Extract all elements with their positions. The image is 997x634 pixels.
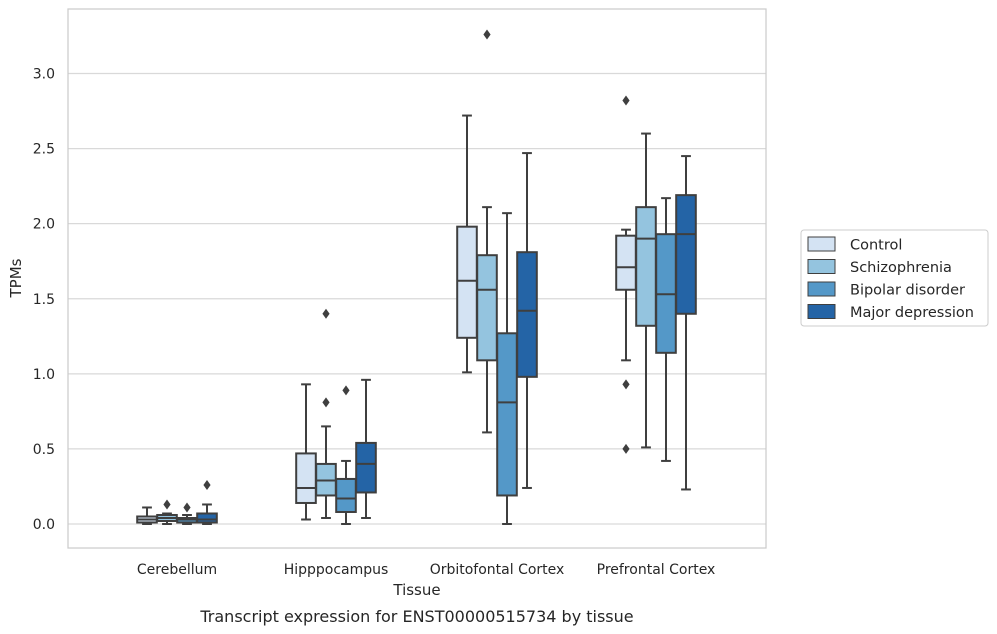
outlier-point-0 bbox=[203, 479, 211, 490]
legend-swatch-control bbox=[807, 236, 836, 252]
box-body bbox=[675, 194, 697, 315]
plot-frame bbox=[67, 8, 767, 549]
y-tick-label-1: 0.5 bbox=[33, 442, 55, 458]
box-body bbox=[355, 441, 377, 494]
legend-swatch-major-depression bbox=[807, 304, 836, 319]
outlier-point-0 bbox=[183, 502, 191, 513]
outlier-point-2 bbox=[622, 95, 630, 106]
box-cerebellum-major-depression bbox=[196, 479, 218, 525]
legend-label-schizophrenia: Schizophrenia bbox=[850, 260, 952, 276]
y-tick-label-0: 0.0 bbox=[33, 517, 55, 533]
box-body bbox=[516, 251, 538, 378]
box-hipppocampus-bipolar-disorder bbox=[335, 385, 357, 525]
box-orbitofontal-cortex-major-depression bbox=[516, 152, 538, 489]
box-prefrontal-cortex-bipolar-disorder bbox=[655, 197, 677, 462]
box-body bbox=[295, 452, 317, 504]
box-body bbox=[635, 206, 657, 327]
y-tick-label-4: 2.0 bbox=[33, 217, 55, 233]
outlier-point-1 bbox=[622, 379, 630, 390]
x-tick-label-orbitofontal-cortex: Orbitofontal Cortex bbox=[430, 562, 565, 578]
outlier-point-0 bbox=[322, 397, 330, 408]
legend-label-major-depression: Major depression bbox=[850, 305, 974, 321]
box-orbitofontal-cortex-schizophrenia bbox=[476, 29, 498, 434]
y-tick-label-5: 2.5 bbox=[33, 142, 55, 158]
x-axis-title: Tissue bbox=[392, 581, 440, 599]
legend-swatch-schizophrenia bbox=[807, 259, 836, 274]
y-axis-ticks: 0.0 0.5 1.0 1.5 2.0 2.5 3.0 bbox=[33, 67, 55, 534]
legend-swatch-bipolar-disorder bbox=[807, 281, 836, 297]
outlier-point-0 bbox=[622, 443, 630, 454]
legend-label-control: Control bbox=[850, 238, 902, 254]
box-body bbox=[335, 477, 357, 513]
box-body bbox=[196, 512, 218, 524]
y-tick-label-2: 1.0 bbox=[33, 367, 55, 383]
x-tick-label-prefrontal-cortex: Prefrontal Cortex bbox=[597, 562, 716, 578]
box-orbitofontal-cortex-bipolar-disorder bbox=[496, 212, 518, 525]
y-axis-title: TPMs bbox=[7, 258, 25, 298]
chart-caption: Transcript expression for ENST0000051573… bbox=[199, 607, 633, 626]
box-orbitofontal-cortex-control bbox=[456, 114, 478, 374]
box-prefrontal-cortex-major-depression bbox=[675, 155, 697, 491]
outlier-point-1 bbox=[322, 308, 330, 319]
box-body bbox=[476, 254, 498, 362]
x-tick-label-cerebellum: Cerebellum bbox=[137, 562, 217, 578]
box-body bbox=[615, 234, 637, 291]
legend-label-bipolar-disorder: Bipolar disorder bbox=[850, 283, 965, 299]
box-body bbox=[496, 332, 518, 497]
outlier-point-0 bbox=[483, 29, 491, 40]
box-hipppocampus-major-depression bbox=[355, 378, 377, 519]
x-axis-ticks: Cerebellum Hipppocampus Orbitofontal Corte… bbox=[137, 562, 715, 578]
x-tick-label-hipppocampus: Hipppocampus bbox=[284, 562, 389, 578]
y-tick-label-6: 3.0 bbox=[33, 67, 55, 83]
legend-frame bbox=[800, 229, 989, 327]
outlier-point-0 bbox=[342, 385, 350, 396]
outlier-point-0 bbox=[163, 499, 171, 510]
y-tick-label-3: 1.5 bbox=[33, 292, 55, 308]
legend: Control Schizophrenia Bipolar disorder Majo… bbox=[800, 229, 989, 327]
boxes-layer bbox=[136, 29, 697, 525]
box-body bbox=[456, 225, 478, 339]
box-cerebellum-bipolar-disorder bbox=[176, 502, 198, 525]
